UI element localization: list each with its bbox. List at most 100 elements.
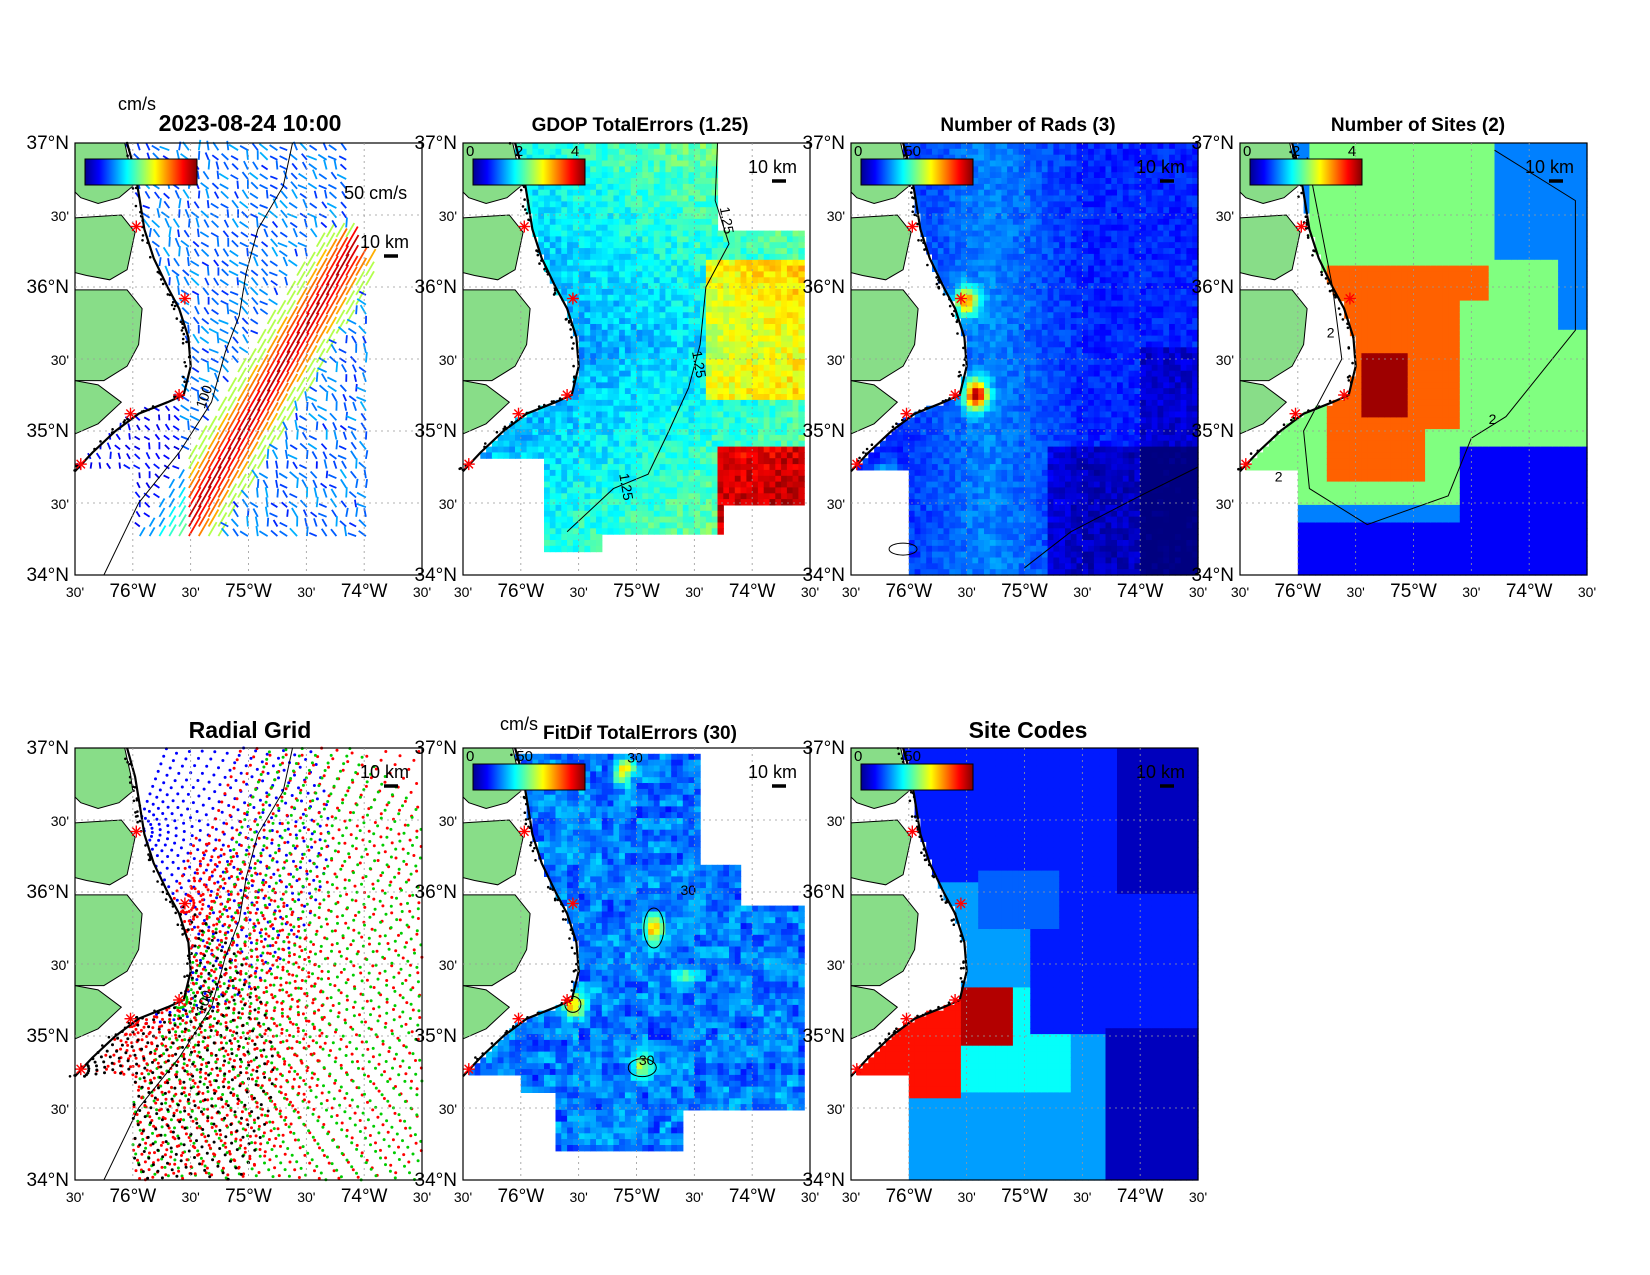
heat-cell	[798, 405, 805, 413]
heat-cell	[572, 183, 580, 191]
heat-cell	[914, 423, 921, 430]
heat-cell	[561, 242, 568, 249]
heat-cell	[648, 487, 655, 494]
heat-cell	[798, 481, 805, 488]
heat-cell	[642, 335, 649, 342]
heat-cell	[624, 394, 632, 401]
heat-cell	[601, 259, 609, 267]
heat-cell	[677, 324, 684, 331]
heat-cell	[700, 201, 707, 208]
heat-cell	[740, 382, 747, 389]
heat-cell	[705, 201, 713, 208]
heat-cell	[885, 440, 893, 448]
heat-cell	[972, 259, 979, 267]
heat-cell	[636, 493, 643, 500]
heat-cell	[937, 218, 945, 226]
heat-cell	[717, 469, 724, 477]
heat-cell	[908, 522, 916, 529]
heat-cell	[1007, 207, 1014, 214]
heat-cell	[984, 569, 991, 576]
heat-cell	[659, 329, 666, 337]
heat-cell	[960, 405, 968, 413]
heat-cell	[671, 324, 678, 331]
heat-cell	[711, 464, 719, 471]
heat-cell	[677, 288, 684, 296]
heat-cell	[584, 341, 591, 348]
heat-cell	[538, 242, 545, 249]
heat-cell	[717, 306, 724, 313]
heat-cell	[572, 306, 580, 313]
heat-cell	[978, 224, 985, 232]
heat-cell	[972, 399, 979, 407]
heat-cell	[538, 213, 545, 220]
current-vector	[217, 489, 230, 508]
heat-cell	[659, 370, 666, 378]
heat-cell	[630, 312, 638, 319]
heat-cell	[642, 242, 649, 249]
heat-cell	[578, 224, 586, 232]
heat-cell	[943, 265, 950, 272]
heat-cell	[694, 230, 701, 237]
heat-cell	[671, 452, 678, 459]
heat-cell	[729, 388, 736, 395]
heat-cell	[677, 481, 684, 488]
heat-cell	[932, 499, 939, 506]
current-vector	[145, 452, 151, 460]
heat-cell	[989, 522, 997, 529]
heat-cell	[677, 318, 684, 325]
heat-cell	[746, 446, 753, 453]
current-vector	[359, 304, 367, 315]
heat-cell	[757, 394, 765, 401]
heat-cell	[544, 434, 551, 442]
current-vector	[209, 317, 219, 325]
current-vector	[257, 400, 270, 421]
heat-cell	[763, 493, 771, 500]
heat-cell	[960, 382, 968, 389]
current-vector	[326, 202, 337, 209]
heat-cell	[1007, 218, 1014, 226]
heat-cell	[723, 411, 730, 418]
current-vector	[221, 268, 229, 277]
heat-cell	[769, 329, 776, 337]
heat-cell	[596, 353, 603, 360]
heat-cell	[995, 259, 1002, 267]
heat-cell	[972, 440, 979, 448]
heat-cell	[978, 259, 985, 267]
current-vector	[296, 332, 310, 354]
current-vector	[335, 296, 347, 315]
current-vector	[209, 366, 219, 373]
coast-dot	[552, 400, 556, 403]
heat-cell	[601, 405, 609, 413]
heat-cell	[960, 504, 968, 512]
heat-cell	[613, 224, 620, 232]
heat-cell	[995, 224, 1002, 232]
current-vector	[209, 212, 219, 219]
current-vector	[247, 441, 259, 460]
heat-cell	[648, 236, 655, 243]
heat-cell	[926, 143, 933, 150]
current-vector	[168, 226, 172, 238]
current-vector	[315, 338, 326, 354]
heat-cell	[914, 563, 921, 570]
heat-cell	[746, 318, 753, 325]
heat-cell	[665, 318, 672, 325]
heat-cell	[734, 417, 742, 424]
heat-cell	[705, 160, 713, 167]
heat-cell	[584, 248, 591, 255]
heat-cell	[671, 329, 678, 337]
current-vector	[261, 248, 269, 257]
heat-cell	[966, 341, 974, 348]
heat-cell	[989, 504, 997, 512]
heat-cell	[630, 423, 638, 430]
heat-cell	[734, 312, 742, 319]
current-vector	[266, 517, 270, 527]
heat-cell	[914, 551, 921, 558]
heat-cell	[607, 154, 614, 162]
heat-cell	[624, 411, 632, 418]
heat-cell	[694, 242, 701, 249]
heat-cell	[757, 499, 765, 506]
heat-cell	[757, 434, 765, 442]
heat-cell	[966, 224, 974, 232]
heat-cell	[978, 277, 985, 284]
heat-cell	[914, 522, 921, 529]
